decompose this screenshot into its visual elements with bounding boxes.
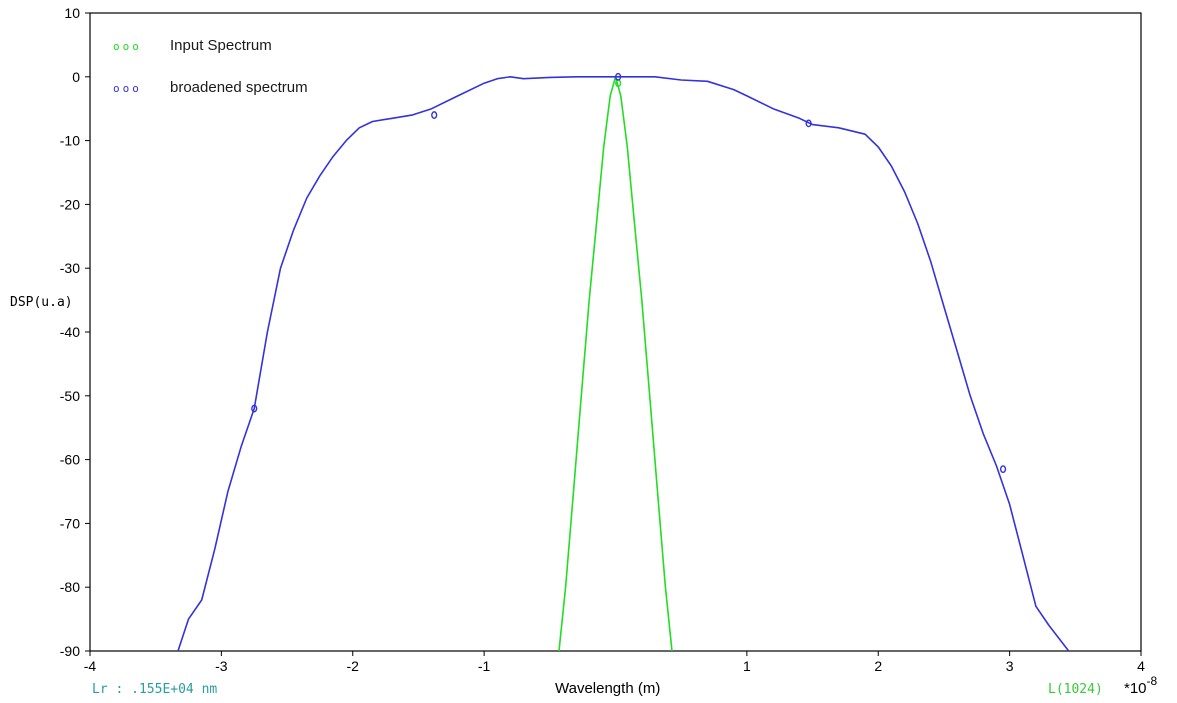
legend-marker-1: ooo: [113, 82, 142, 95]
series-marker-1: [251, 404, 258, 413]
y-tick-label: -60: [60, 452, 80, 468]
y-axis-label: DSP(u.a): [10, 295, 73, 310]
x-tick-label: -4: [84, 658, 97, 674]
y-tick-label: -70: [60, 515, 80, 531]
x-tick-label: 3: [1006, 658, 1014, 674]
y-tick-label: 0: [72, 69, 80, 85]
x-multiplier-base: *10: [1124, 680, 1147, 697]
footer-left-label: Lr : .155E+04 nm: [92, 682, 217, 697]
x-multiplier-exponent: -8: [1147, 674, 1158, 688]
x-tick-label: 2: [874, 658, 882, 674]
footer-right-label: L(1024): [1048, 682, 1103, 697]
x-multiplier-label: *10-8: [1124, 674, 1158, 697]
plot-area-frame: [89, 12, 1142, 652]
y-tick-label: -40: [60, 324, 80, 340]
legend-label-0: Input Spectrum: [170, 37, 272, 54]
series-line-0: [558, 76, 673, 652]
y-tick-label: -50: [60, 388, 80, 404]
series-marker-1: [805, 119, 812, 128]
y-tick-label: -80: [60, 579, 80, 595]
x-tick-label: 4: [1137, 658, 1145, 674]
x-axis-label: Wavelength (m): [555, 680, 660, 697]
x-tick-label: -1: [478, 658, 491, 674]
series-line-1: [177, 76, 1070, 652]
y-tick-label: -10: [60, 133, 80, 149]
y-tick-label: -30: [60, 260, 80, 276]
y-tick-label: 10: [64, 5, 80, 21]
legend-marker-0: ooo: [113, 40, 142, 53]
y-tick-label: -20: [60, 196, 80, 212]
x-tick-label: -3: [215, 658, 228, 674]
x-tick-label: 1: [743, 658, 751, 674]
y-tick-label: -90: [60, 643, 80, 659]
series-marker-1: [431, 111, 438, 119]
x-tick-label: -2: [347, 658, 360, 674]
series-marker-1: [615, 72, 622, 81]
series-marker-1: [999, 465, 1007, 474]
legend-label-1: broadened spectrum: [170, 79, 308, 96]
